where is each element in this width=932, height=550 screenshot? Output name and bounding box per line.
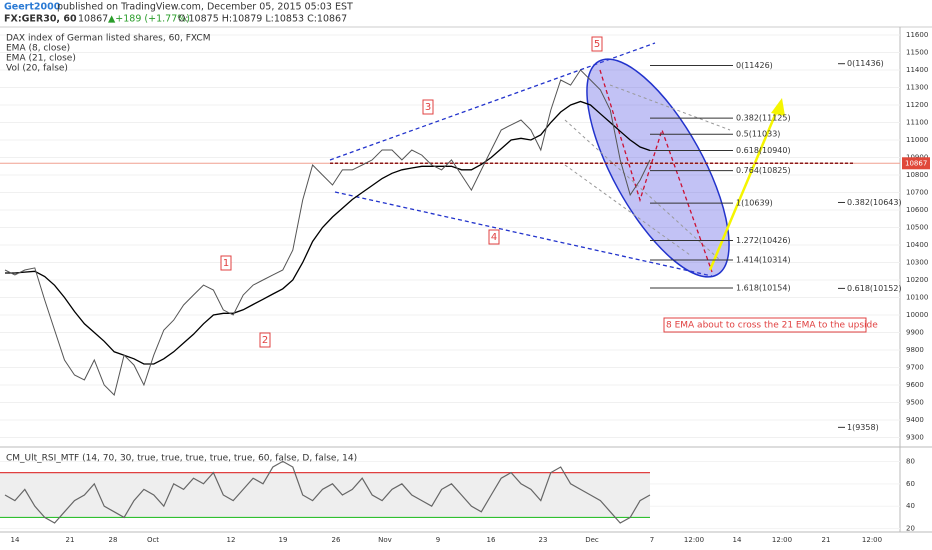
legend-entry: EMA (8, close)	[6, 44, 70, 54]
fib-label: 0.5(11033)	[736, 130, 780, 139]
y-tick-label: 9300	[906, 434, 924, 442]
x-tick-label: 12:00	[684, 536, 704, 544]
y-tick-label: 9500	[906, 399, 924, 407]
y-tick-label: 10300	[906, 259, 928, 267]
y-tick-label: 60	[906, 480, 915, 488]
x-tick-label: 7	[650, 536, 654, 544]
fib-label: 1.414(10314)	[736, 256, 791, 265]
fib-label: 1.618(10154)	[736, 284, 791, 293]
y-tick-label: 9400	[906, 416, 924, 424]
lower-trendline	[334, 191, 713, 277]
y-tick-label: 9900	[906, 329, 924, 337]
wave-label: 5	[594, 39, 600, 50]
y-tick-label: 10400	[906, 241, 928, 249]
x-tick-label: Oct	[147, 536, 159, 544]
wave-box	[591, 36, 603, 52]
upper-trendline	[329, 42, 656, 161]
fib-label: 1(9358)	[847, 423, 879, 432]
fib-label: 0.618(10940)	[736, 146, 791, 155]
wave-box	[422, 99, 434, 115]
wave-label: 4	[491, 232, 497, 243]
y-tick-label: 11200	[906, 101, 928, 109]
x-tick-label: 19	[279, 536, 288, 544]
rsi-band	[0, 472, 650, 518]
x-tick-label: Nov	[378, 536, 392, 544]
up-arrow	[708, 107, 780, 271]
fib-label: 1.272(10426)	[736, 236, 791, 245]
x-tick-label: 9	[436, 536, 440, 544]
x-tick-label: 23	[539, 536, 548, 544]
channel-line	[564, 119, 721, 261]
wave-label: 1	[223, 258, 229, 269]
y-tick-label: 10500	[906, 224, 928, 232]
x-tick-label: Dec	[585, 536, 599, 544]
ohlc: O:10875 H:10879 L:10853 C:10867	[178, 14, 347, 25]
last-price-tag	[902, 157, 930, 170]
wave-box	[220, 255, 232, 271]
y-tick-label: 9600	[906, 381, 924, 389]
x-tick-label: 14	[733, 536, 742, 544]
y-tick-label: 9700	[906, 364, 924, 372]
x-tick-label: 12:00	[772, 536, 792, 544]
y-tick-label: 10800	[906, 171, 928, 179]
annotation: 8 EMA about to cross the 21 EMA to the u…	[666, 321, 878, 331]
x-tick-label: 14	[11, 536, 20, 544]
pane-title: CM_Ult_RSI_MTF (14, 70, 30, true, true, …	[6, 454, 357, 464]
wave-box	[488, 229, 500, 245]
y-tick-label: 11500	[906, 49, 928, 57]
x-tick-label: 28	[109, 536, 118, 544]
x-tick-label: 26	[332, 536, 341, 544]
header: Geert2000 published on TradingView.com, …	[4, 2, 353, 25]
pane-title: DAX index of German listed shares, 60, F…	[6, 34, 210, 44]
price-line	[5, 100, 651, 365]
x-tick-label: 12:00	[862, 536, 882, 544]
last-price: 10867	[78, 14, 108, 25]
fib-label: 0.618(10152)	[847, 284, 902, 293]
y-tick-label: 80	[906, 457, 915, 465]
legend-entry: EMA (21, close)	[6, 54, 76, 64]
symbol: FX:GER30, 60	[4, 14, 77, 25]
x-tick-label: 21	[66, 536, 75, 544]
x-tick-label: 21	[822, 536, 831, 544]
fib-label: 0(11426)	[736, 61, 773, 70]
y-tick-label: 11600	[906, 31, 928, 39]
y-tick-label: 11000	[906, 136, 928, 144]
projection-ellipse	[586, 58, 730, 278]
price-line	[4, 460, 651, 524]
y-tick-label: 40	[906, 502, 915, 510]
y-tick-label: 20	[906, 525, 915, 533]
y-tick-label: 10600	[906, 206, 928, 214]
fib-label: 0.382(11125)	[736, 114, 791, 123]
y-tick-label: 10100	[906, 294, 928, 302]
last-price-tag-label: 10867	[905, 159, 927, 167]
y-tick-label: 11100	[906, 119, 928, 127]
y-tick-label: 10200	[906, 276, 928, 284]
y-tick-label: 9800	[906, 346, 924, 354]
fib-label: 1(10639)	[736, 199, 773, 208]
change: ▲+189 (+1.77%)	[108, 14, 190, 25]
wave-label: 3	[425, 102, 431, 113]
y-tick-label: 10000	[906, 311, 928, 319]
fib-label: 0.382(10643)	[847, 198, 902, 207]
price-line	[4, 69, 651, 396]
y-tick-label: 10700	[906, 189, 928, 197]
fib-label: 0(11436)	[847, 59, 884, 68]
author: Geert2000	[4, 2, 61, 13]
x-tick-label: 12	[227, 536, 236, 544]
legend-entry: Vol (20, false)	[6, 64, 68, 74]
fib-label: 0.764(10825)	[736, 166, 791, 175]
wave-box	[259, 332, 271, 348]
published: published on TradingView.com, December 0…	[57, 2, 353, 13]
up-arrow-head	[771, 98, 785, 116]
drawings	[329, 42, 785, 278]
x-tick-label: 16	[487, 536, 496, 544]
annotation-box	[663, 317, 867, 333]
y-tick-label: 11400	[906, 66, 928, 74]
wave-label: 2	[262, 335, 268, 346]
y-tick-label: 11300	[906, 84, 928, 92]
